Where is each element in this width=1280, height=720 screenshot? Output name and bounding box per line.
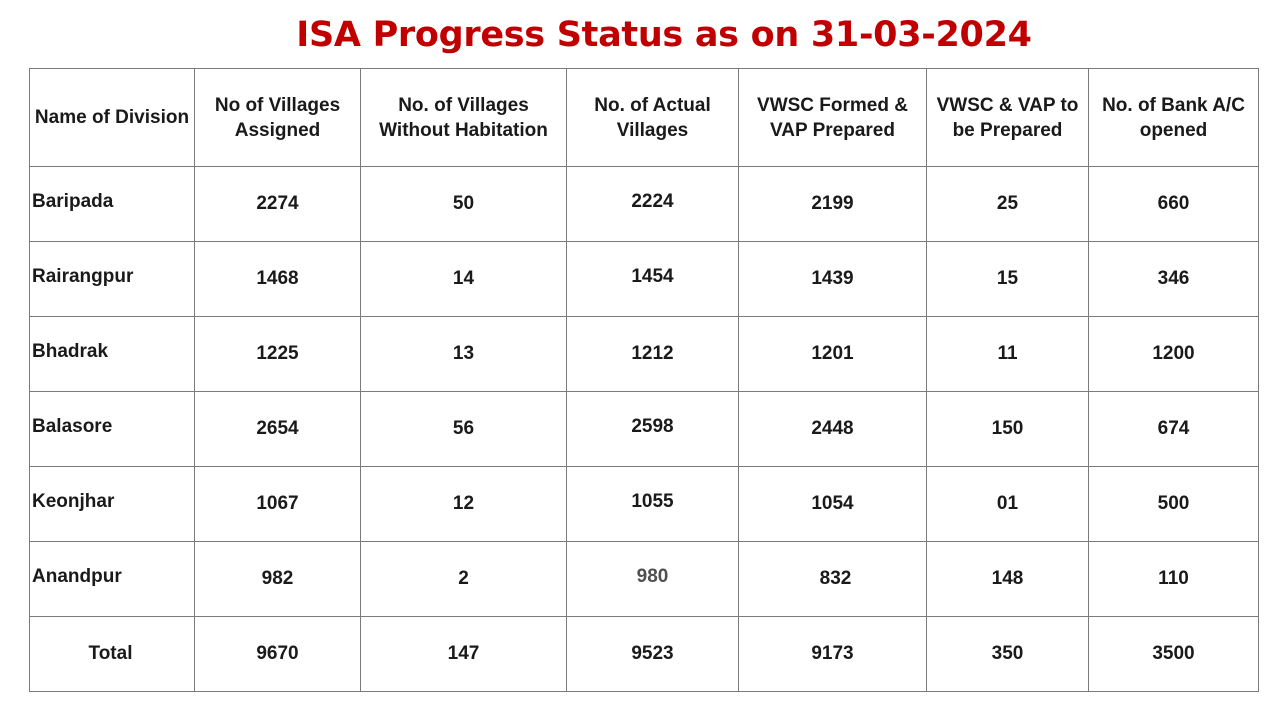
table-row: Bhadrak 1225 13 1212 1201 11 1200: [29, 316, 1259, 392]
header-without-habitation: No. of Villages Without Habitation: [360, 68, 567, 167]
actual-villages: 980: [566, 541, 739, 617]
vwsc-to-be-prepared: 15: [926, 241, 1089, 317]
villages-without-habitation: 12: [360, 466, 567, 542]
total-vwsc-to-be-prepared: 350: [926, 616, 1089, 692]
villages-without-habitation: 56: [360, 391, 567, 467]
table-row: Anandpur 982 2 980 832 148 110: [29, 541, 1259, 617]
bank-ac-opened: 110: [1088, 541, 1259, 617]
vwsc-to-be-prepared: 150: [926, 391, 1089, 467]
villages-assigned: 982: [194, 541, 361, 617]
total-bank-ac-opened: 3500: [1088, 616, 1259, 692]
villages-assigned: 1468: [194, 241, 361, 317]
villages-assigned: 2274: [194, 166, 361, 242]
header-villages-assigned: No of Villages Assigned: [194, 68, 361, 167]
villages-assigned: 2654: [194, 391, 361, 467]
total-actual-villages: 9523: [566, 616, 739, 692]
header-bank-ac: No. of Bank A/C opened: [1088, 68, 1259, 167]
actual-villages: 1055: [566, 466, 739, 542]
vwsc-formed: 2199: [738, 166, 927, 242]
header-vwsc-to-be-prepared: VWSC & VAP to be Prepared: [926, 68, 1089, 167]
division-name: Rairangpur: [29, 241, 195, 317]
vwsc-formed: 832: [738, 541, 927, 617]
vwsc-to-be-prepared: 25: [926, 166, 1089, 242]
header-vwsc-formed: VWSC Formed & VAP Prepared: [738, 68, 927, 167]
total-label: Total: [29, 616, 195, 692]
vwsc-to-be-prepared: 11: [926, 316, 1089, 392]
division-name: Baripada: [29, 166, 195, 242]
vwsc-to-be-prepared: 01: [926, 466, 1089, 542]
bank-ac-opened: 500: [1088, 466, 1259, 542]
actual-villages: 2224: [566, 166, 739, 242]
villages-without-habitation: 50: [360, 166, 567, 242]
actual-villages: 1212: [566, 316, 739, 392]
header-actual-villages: No. of Actual Villages: [566, 68, 739, 167]
villages-without-habitation: 2: [360, 541, 567, 617]
division-name: Bhadrak: [29, 316, 195, 392]
vwsc-formed: 1201: [738, 316, 927, 392]
header-division: Name of Division: [29, 68, 195, 167]
bank-ac-opened: 346: [1088, 241, 1259, 317]
bank-ac-opened: 674: [1088, 391, 1259, 467]
total-without-habitation: 147: [360, 616, 567, 692]
villages-without-habitation: 13: [360, 316, 567, 392]
actual-villages: 2598: [566, 391, 739, 467]
table-row: Baripada 2274 50 2224 2199 25 660: [29, 166, 1259, 242]
table-row: Rairangpur 1468 14 1454 1439 15 346: [29, 241, 1259, 317]
vwsc-formed: 1054: [738, 466, 927, 542]
villages-assigned: 1067: [194, 466, 361, 542]
villages-assigned: 1225: [194, 316, 361, 392]
vwsc-formed: 2448: [738, 391, 927, 467]
total-vwsc-formed: 9173: [738, 616, 927, 692]
isa-progress-table: Name of Division No of Villages Assigned…: [29, 68, 1259, 692]
division-name: Balasore: [29, 391, 195, 467]
total-row: Total 9670 147 9523 9173 350 3500: [29, 616, 1259, 692]
vwsc-formed: 1439: [738, 241, 927, 317]
bank-ac-opened: 660: [1088, 166, 1259, 242]
division-name: Keonjhar: [29, 466, 195, 542]
actual-villages: 1454: [566, 241, 739, 317]
bank-ac-opened: 1200: [1088, 316, 1259, 392]
table-row: Keonjhar 1067 12 1055 1054 01 500: [29, 466, 1259, 542]
table-row: Balasore 2654 56 2598 2448 150 674: [29, 391, 1259, 467]
vwsc-to-be-prepared: 148: [926, 541, 1089, 617]
page-title: ISA Progress Status as on 31-03-2024: [296, 15, 1032, 55]
header-row: Name of Division No of Villages Assigned…: [29, 68, 1259, 167]
villages-without-habitation: 14: [360, 241, 567, 317]
division-name: Anandpur: [29, 541, 195, 617]
total-villages-assigned: 9670: [194, 616, 361, 692]
